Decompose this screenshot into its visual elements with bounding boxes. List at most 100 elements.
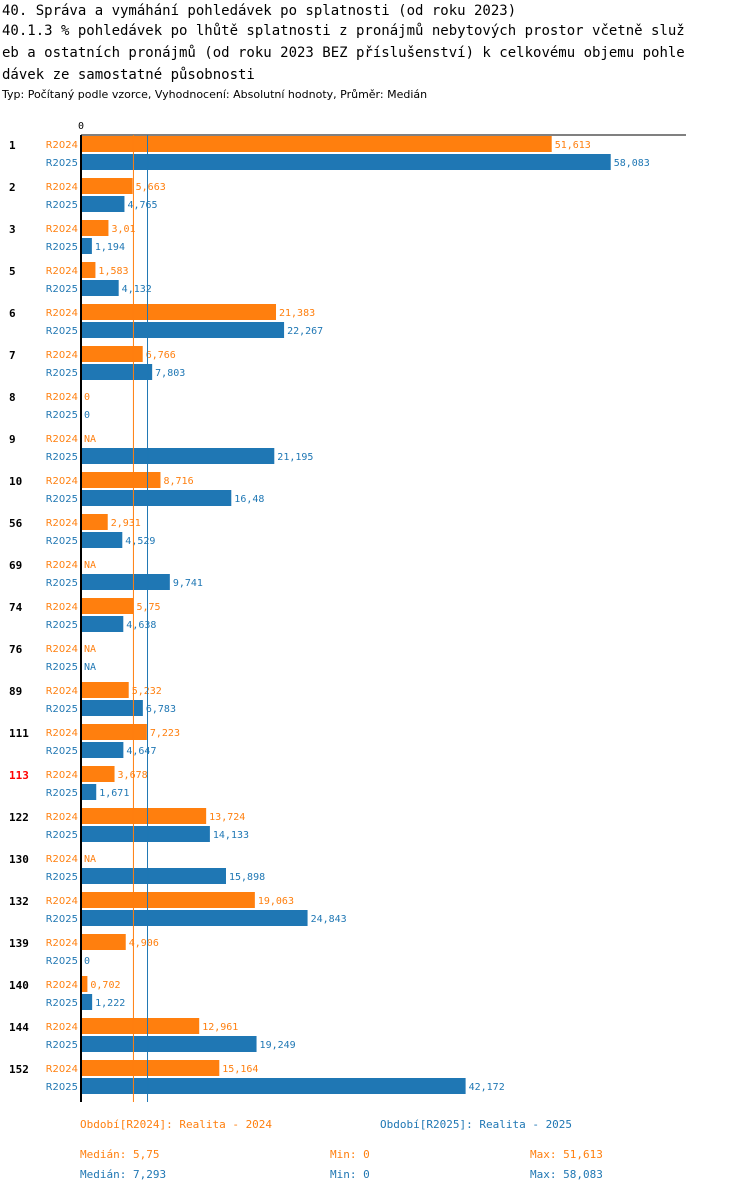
value-label: NA	[84, 662, 96, 673]
series-label: R2024	[46, 644, 78, 655]
series-label: R2025	[46, 410, 78, 421]
series-label: R2024	[46, 350, 78, 361]
bar-r2024	[81, 934, 126, 950]
min-r2025: Min: 0	[330, 1168, 370, 1181]
value-label: 5,232	[132, 686, 162, 697]
series-label: R2025	[46, 1040, 78, 1051]
series-label: R2025	[46, 326, 78, 337]
series-label: R2024	[46, 686, 78, 697]
series-label: R2024	[46, 434, 78, 445]
value-label: 4,638	[126, 620, 156, 631]
value-label: 6,783	[146, 704, 176, 715]
bar-r2024	[81, 766, 115, 782]
category-label: 2	[9, 181, 16, 194]
series-label: R2024	[46, 476, 78, 487]
value-label: 19,249	[260, 1040, 296, 1051]
series-label: R2025	[46, 704, 78, 715]
series-label: R2024	[46, 560, 78, 571]
bar-r2024	[81, 262, 96, 278]
series-label: R2025	[46, 578, 78, 589]
value-label: 19,063	[258, 896, 294, 907]
value-label: 4,132	[122, 284, 152, 295]
chart-title-line-1: 40. Správa a vymáhání pohledávek po spla…	[2, 3, 517, 19]
chart-title-line-3: eb a ostatních pronájmů (od roku 2023 BE…	[2, 45, 685, 61]
value-label: NA	[84, 434, 96, 445]
bar-r2025	[81, 532, 123, 548]
series-label: R2025	[46, 788, 78, 799]
bar-r2024	[81, 682, 129, 698]
bar-r2024	[81, 178, 133, 194]
category-label: 132	[9, 895, 29, 908]
bar-r2025	[81, 826, 210, 842]
series-label: R2025	[46, 662, 78, 673]
series-label: R2024	[46, 1022, 78, 1033]
series-label: R2025	[46, 368, 78, 379]
value-label: 24,843	[311, 914, 347, 925]
value-label: 15,898	[229, 872, 265, 883]
series-label: R2024	[46, 728, 78, 739]
series-label: R2025	[46, 242, 78, 253]
bar-r2025	[81, 364, 153, 380]
max-r2024: Max: 51,613	[530, 1148, 603, 1161]
series-label: R2024	[46, 938, 78, 949]
category-label: 74	[9, 601, 23, 614]
series-label: R2025	[46, 284, 78, 295]
category-label: 113	[9, 769, 29, 782]
series-label: R2025	[46, 830, 78, 841]
value-label: 5,663	[136, 182, 166, 193]
chart-title-line-2: 40.1.3 % pohledávek po lhůtě splatnosti …	[2, 23, 685, 39]
bar-r2024	[81, 1018, 200, 1034]
value-label: 0	[84, 956, 90, 967]
series-label: R2024	[46, 896, 78, 907]
value-label: 15,164	[222, 1064, 258, 1075]
category-label: 69	[9, 559, 22, 572]
bar-r2025	[81, 238, 92, 254]
value-label: 6,766	[146, 350, 176, 361]
series-label: R2025	[46, 536, 78, 547]
legend-r2024: Období[R2024]: Realita - 2024	[80, 1118, 273, 1131]
bar-r2024	[81, 724, 147, 740]
series-label: R2025	[46, 746, 78, 757]
series-label: R2024	[46, 602, 78, 613]
category-label: 6	[9, 307, 16, 320]
series-label: R2025	[46, 620, 78, 631]
value-label: 0	[84, 410, 90, 421]
bar-r2025	[81, 784, 97, 800]
value-label: 0	[84, 392, 90, 403]
value-label: 5,75	[136, 602, 160, 613]
series-label: R2024	[46, 308, 78, 319]
value-label: 1,583	[98, 266, 128, 277]
bar-r2025	[81, 700, 143, 716]
bar-r2024	[81, 220, 109, 236]
value-label: 22,267	[287, 326, 323, 337]
series-label: R2025	[46, 158, 78, 169]
bar-r2025	[81, 1036, 257, 1052]
value-label: 21,383	[279, 308, 315, 319]
bar-r2025	[81, 448, 275, 464]
bar-r2025	[81, 280, 119, 296]
series-label: R2024	[46, 1064, 78, 1075]
bar-r2024	[81, 514, 108, 530]
value-label: 7,223	[150, 728, 180, 739]
value-label: 7,803	[155, 368, 185, 379]
value-label: 21,195	[277, 452, 313, 463]
bar-r2024	[81, 808, 207, 824]
series-label: R2024	[46, 518, 78, 529]
series-label: R2025	[46, 914, 78, 925]
category-label: 144	[9, 1021, 29, 1034]
value-label: 0,702	[90, 980, 120, 991]
value-label: 1,222	[95, 998, 125, 1009]
value-label: 16,48	[234, 494, 264, 505]
median-r2025: Medián: 7,293	[80, 1168, 167, 1181]
bar-r2024	[81, 304, 277, 320]
value-label: 9,741	[173, 578, 203, 589]
bar-r2024	[81, 1060, 220, 1076]
bar-r2025	[81, 742, 124, 758]
value-label: 3,01	[111, 224, 135, 235]
series-label: R2024	[46, 980, 78, 991]
bar-r2025	[81, 196, 125, 212]
category-label: 1	[9, 139, 16, 152]
bar-r2024	[81, 472, 161, 488]
series-label: R2025	[46, 956, 78, 967]
